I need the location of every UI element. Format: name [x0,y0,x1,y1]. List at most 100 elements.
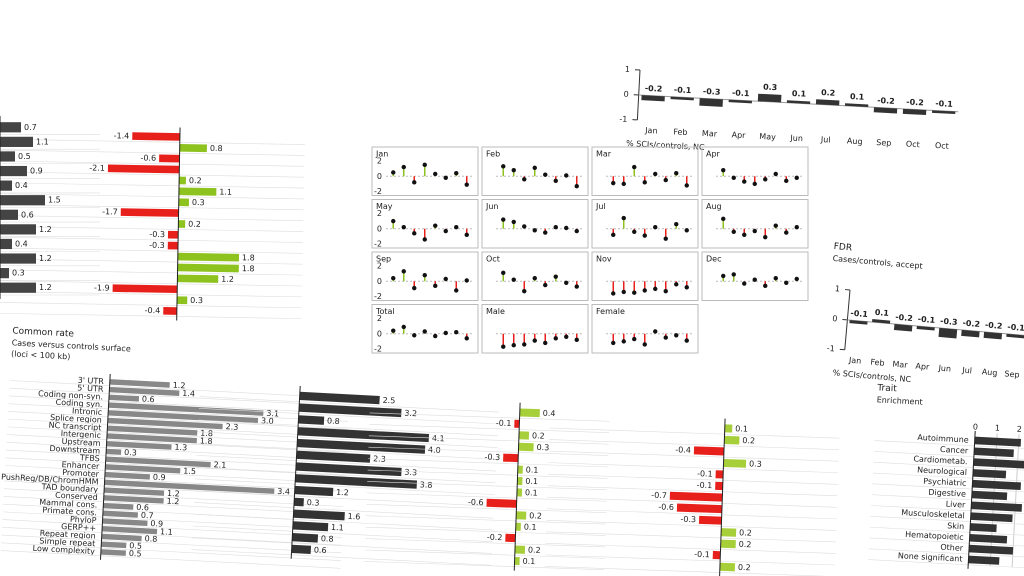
dot [674,282,679,287]
dot [621,215,626,221]
panel-frame [591,304,699,354]
value-label: -0.3 [484,452,500,462]
dot [564,280,569,285]
value-label: 0.1 [735,424,748,433]
panel-frame [701,146,809,196]
dot [454,171,459,176]
value-label: -0.1 [935,99,953,109]
y-tick-label: Conserved [55,491,98,502]
dot [653,225,658,230]
bar [969,523,997,533]
y-tick-label: 0 [832,314,838,323]
dot [412,180,417,185]
value-label: 0.3 [536,443,549,452]
dot [794,276,799,282]
bar [177,274,219,283]
dot [763,177,768,182]
bar [669,491,723,502]
row-rule [0,193,304,200]
row-rule [869,537,1024,549]
row-rule [7,426,347,445]
value-label: 3.4 [277,487,290,497]
x-tick-label: Jul [961,366,972,376]
row-rule [0,138,305,145]
value-label: -0.6 [140,154,156,163]
dot [401,269,406,274]
dot [611,232,616,238]
value-label: 0.1 [526,465,539,474]
bar [179,143,207,153]
bar [178,220,186,228]
dot [401,225,406,230]
bar [786,100,811,104]
bar [715,481,723,491]
dot [501,164,506,169]
value-label: 0.1 [525,477,538,486]
row-rule [873,461,1024,473]
y-tick-label: 2 [377,157,382,166]
bar [108,410,259,424]
dot [522,224,527,229]
bar [968,555,1000,565]
dot [642,288,647,293]
bar [104,479,275,494]
panel-frame [371,251,479,301]
bar [108,394,140,402]
dot [731,229,736,234]
dot [721,216,726,222]
bar [849,320,868,325]
y-tick-label: 1 [625,65,631,74]
bar [931,110,956,115]
dot [422,162,427,168]
bar [514,419,520,428]
dot [784,280,789,285]
value-label: 0.3 [749,459,762,468]
panel-frame [371,199,479,249]
y-tick-label: Simple repeat [39,536,95,548]
row-rule [873,451,1024,462]
dot [501,217,506,222]
row-rule [548,473,838,485]
bar [177,252,240,262]
value-label: 0.2 [739,528,752,537]
x-tick-label: Mar [892,359,909,369]
value-label: 3.1 [266,409,279,419]
bar [293,497,304,507]
panel-frame [371,146,479,196]
y-tick-label: Liver [945,499,966,509]
y-tick-label: Downstream [49,444,100,456]
bar [916,325,935,331]
bar [971,490,1008,501]
chart-subtitle: Cases/controls, accept [832,254,923,271]
x-tick-label: Apr [731,130,746,140]
dot [763,234,768,240]
dot [773,223,778,228]
grid-line [1011,434,1020,568]
row-rule [197,443,497,460]
y-tick-label: -1 [619,114,627,123]
bar [103,487,165,496]
dot [752,228,757,234]
bar [973,447,1014,458]
y-tick-label: Cancer [940,445,969,455]
bar [298,415,325,425]
value-label: 0.2 [532,431,545,440]
y-tick-label: Coding syn. [55,398,102,409]
dot [391,276,396,281]
dot [752,181,757,187]
row-rule [9,380,350,399]
value-label: 1.2 [221,275,234,284]
value-label: 0.9 [150,519,163,529]
dot [454,288,459,293]
dot [454,330,459,335]
bar [178,198,190,207]
row-rule [0,302,302,309]
dot [684,183,689,188]
dot [391,170,396,175]
dot [433,171,438,177]
value-label: 0.1 [525,488,538,497]
row-rule [3,496,344,515]
bar [670,96,694,101]
chart-panel: 2.53.20.84.14.02.33.33.81.20.31.61.10.80… [191,385,500,566]
panel-frame [701,199,809,249]
